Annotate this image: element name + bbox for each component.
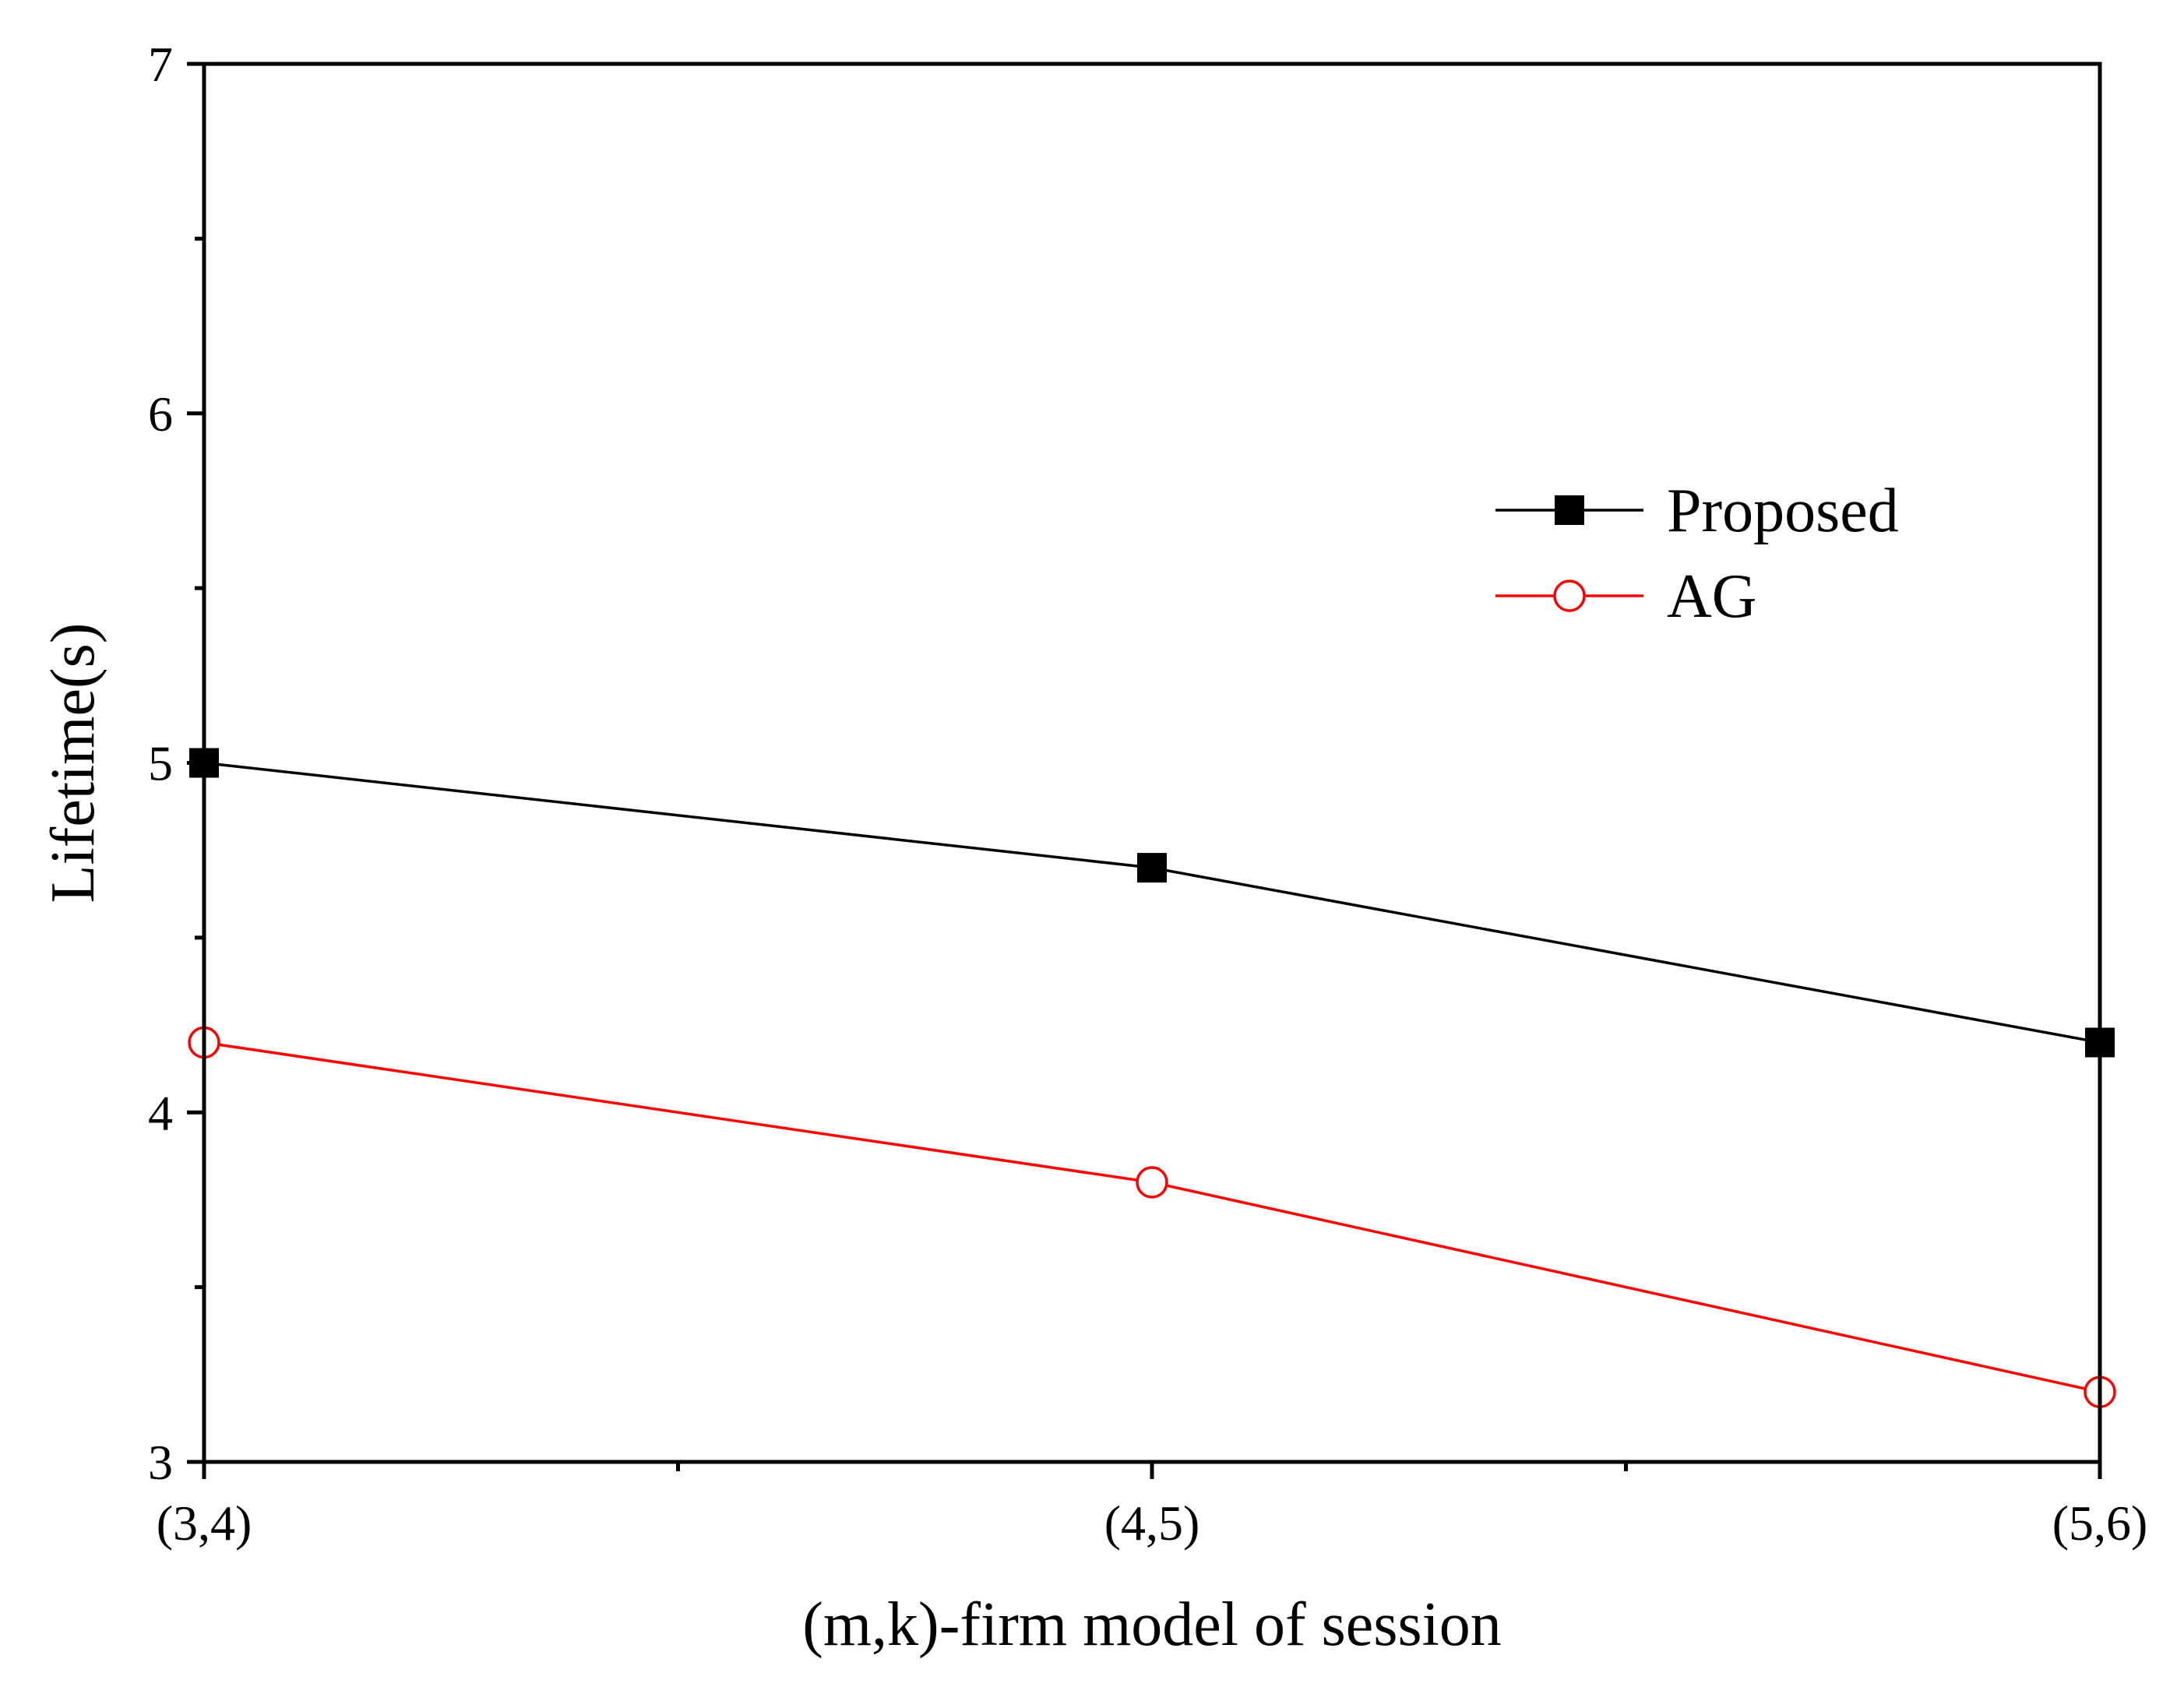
y-tick-label: 6 xyxy=(148,386,173,442)
data-point xyxy=(1137,853,1167,883)
data-point xyxy=(1136,1166,1168,1199)
legend-item: Proposed xyxy=(1495,477,1899,545)
series-proposed xyxy=(189,748,2115,1058)
series-line xyxy=(203,761,2101,1044)
legend-marker xyxy=(1555,495,1584,525)
x-tick-label: (4,5) xyxy=(1104,1495,1200,1551)
legend-label: Proposed xyxy=(1667,477,1899,545)
axis-ticks xyxy=(187,62,2102,1479)
chart-marks xyxy=(188,748,2116,1408)
y-tick-label: 4 xyxy=(148,1085,173,1140)
plot-frame xyxy=(202,62,2102,1464)
legend-item: AG xyxy=(1495,562,1757,631)
x-tick-label: (3,4) xyxy=(157,1495,252,1551)
legend-marker xyxy=(1553,579,1586,612)
x-axis-title: (m,k)-firm model of session xyxy=(802,1590,1502,1659)
series-line xyxy=(203,1041,2101,1393)
tick-labels: 3 4 5 6 7 (3,4) (4,5) (5,6) xyxy=(148,37,2147,1551)
x-tick-label: (5,6) xyxy=(2052,1495,2148,1551)
legend-label: AG xyxy=(1667,562,1757,631)
y-axis-title: Lifetime(s) xyxy=(39,623,107,903)
y-tick-label: 5 xyxy=(148,736,173,791)
legend: Proposed AG xyxy=(1495,477,1899,631)
y-tick-label: 3 xyxy=(148,1435,173,1490)
series-ag xyxy=(188,1026,2116,1408)
y-tick-label: 7 xyxy=(148,37,173,92)
